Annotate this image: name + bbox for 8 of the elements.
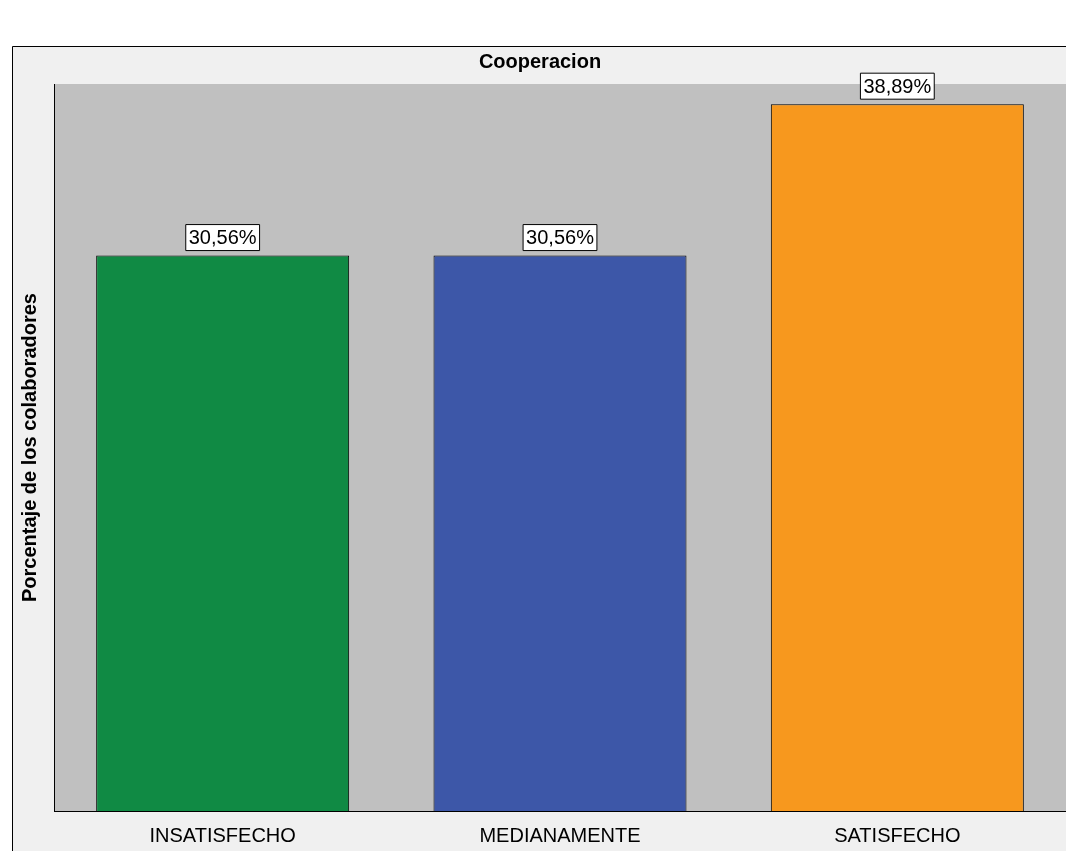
x-tick-label: MEDIANAMENTE <box>479 823 641 846</box>
x-tick-label: INSATISFECHO <box>149 823 296 846</box>
y-axis-title: Porcentaje de los colaboradores <box>17 293 40 602</box>
chart-title: Cooperacion <box>478 49 602 72</box>
data-label: 38,89% <box>863 74 932 97</box>
x-tick-label: SATISFECHO <box>834 823 961 846</box>
data-label: 30,56% <box>526 226 595 249</box>
data-label: 30,56% <box>188 226 257 249</box>
